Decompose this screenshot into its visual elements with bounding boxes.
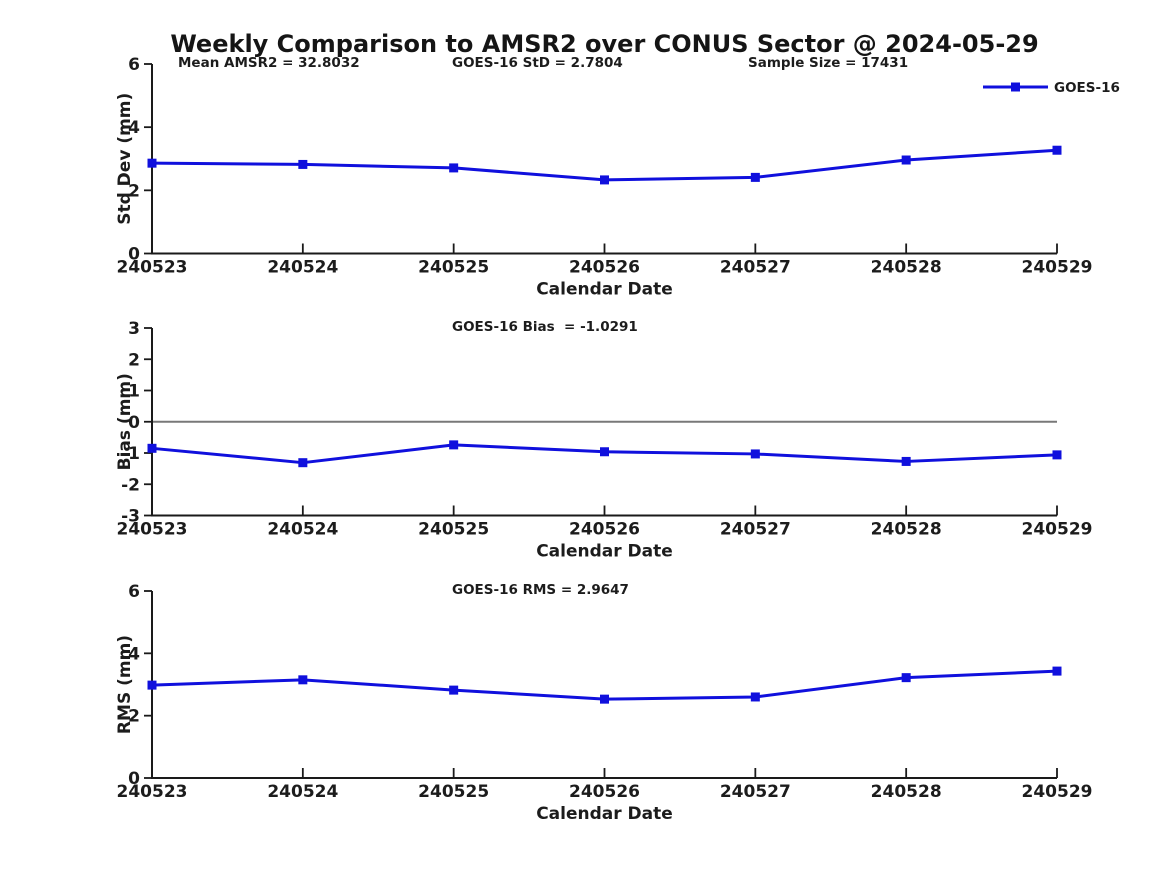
y-tick-label: 6	[128, 582, 140, 602]
x-tick-label: 240525	[418, 782, 489, 802]
x-tick-label: 240525	[418, 258, 489, 278]
y-tick-label: -1	[121, 444, 140, 464]
y-tick-label: 0	[128, 245, 140, 265]
y-tick-label: -3	[121, 507, 140, 527]
bias-data-point-marker	[449, 440, 459, 450]
x-tick-label: 240525	[418, 520, 489, 540]
bias-data-point-marker	[147, 443, 157, 453]
rms-data-point-marker	[600, 694, 609, 704]
x-tick-label: 240524	[267, 520, 338, 540]
x-tick-label: 240529	[1022, 782, 1093, 802]
x-tick-label: 240526	[569, 782, 640, 802]
rms-data-point-marker	[449, 685, 459, 695]
rms-data-point-marker	[750, 692, 760, 702]
rms-data-point-marker	[901, 673, 911, 683]
x-axis-title: Calendar Date	[536, 804, 673, 824]
bias-data-point-marker	[750, 449, 760, 459]
x-tick-label: 240526	[569, 258, 640, 278]
std_dev-data-point-marker	[901, 155, 911, 165]
bias-data-point-marker	[1052, 450, 1062, 460]
bias-data-point-marker	[901, 456, 911, 466]
x-tick-label: 240524	[267, 782, 338, 802]
y-tick-label: 2	[128, 707, 140, 727]
std_dev-data-point-marker	[449, 163, 459, 173]
std_dev-data-point-marker	[600, 175, 609, 185]
y-tick-label: 4	[128, 118, 140, 138]
std_dev-data-point-marker	[1052, 145, 1062, 155]
y-tick-label: 6	[128, 55, 140, 75]
y-axis-title: Bias (mm)	[115, 373, 135, 470]
x-tick-label: 240526	[569, 520, 640, 540]
subplot-bias: -3 -2 -1 0 1 2 3 240523 240524 240525 240526 240527…	[115, 319, 1092, 562]
x-tick-label: 240524	[267, 258, 338, 278]
std_dev-data-point-marker	[298, 159, 308, 169]
y-axis-title: RMS (mm)	[115, 635, 135, 734]
std_dev-data-point-marker	[750, 172, 760, 182]
subplot-rms: 0 2 4 6 240523 240524 240525 240526 240527 240528…	[115, 582, 1092, 824]
bias-data-point-marker	[600, 447, 609, 457]
rms-data-point-marker	[298, 675, 308, 685]
rms-data-point-marker	[147, 680, 157, 690]
y-tick-label: 0	[128, 413, 140, 433]
stat-annotation: GOES-16 Bias = -1.0291	[452, 319, 638, 335]
y-tick-label: 0	[128, 769, 140, 789]
legend: GOES-16	[983, 80, 1120, 96]
x-tick-label: 240523	[117, 520, 188, 540]
std_dev-data-point-marker	[147, 158, 157, 168]
y-tick-label: 2	[128, 350, 140, 370]
x-tick-label: 240529	[1022, 258, 1093, 278]
figure-title: Weekly Comparison to AMSR2 over CONUS Se…	[170, 30, 1039, 58]
y-axis-title: Std Dev (mm)	[115, 93, 135, 225]
y-tick-label: 3	[128, 319, 140, 339]
y-tick-label: 2	[128, 181, 140, 201]
bias-data-point-marker	[298, 458, 308, 468]
subplot-std_dev: 0 2 4 6 240523 240524 240525 240526 240527 240528…	[115, 55, 1092, 300]
rms-data-point-marker	[1052, 666, 1062, 676]
stat-annotation: Mean AMSR2 = 32.8032	[178, 55, 360, 71]
y-tick-label: 4	[128, 644, 140, 664]
stat-annotation: Sample Size = 17431	[748, 55, 908, 71]
x-tick-label: 240527	[720, 782, 791, 802]
x-tick-label: 240529	[1022, 520, 1093, 540]
legend-marker-sample	[1011, 82, 1020, 92]
x-axis-title: Calendar Date	[536, 280, 673, 300]
legend-label: GOES-16	[1054, 80, 1120, 96]
stat-annotation: GOES-16 StD = 2.7804	[452, 55, 623, 71]
x-tick-label: 240528	[871, 520, 942, 540]
x-tick-label: 240523	[117, 258, 188, 278]
x-tick-label: 240528	[871, 782, 942, 802]
stat-annotation: GOES-16 RMS = 2.9647	[452, 582, 629, 598]
x-tick-label: 240527	[720, 520, 791, 540]
y-tick-label: 1	[128, 382, 140, 402]
x-tick-label: 240523	[117, 782, 188, 802]
x-axis-title: Calendar Date	[536, 542, 673, 562]
y-tick-label: -2	[121, 475, 140, 495]
x-tick-label: 240527	[720, 258, 791, 278]
x-tick-label: 240528	[871, 258, 942, 278]
